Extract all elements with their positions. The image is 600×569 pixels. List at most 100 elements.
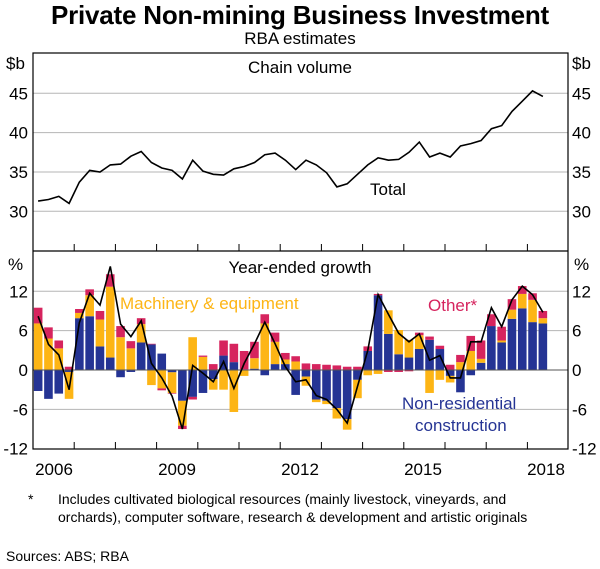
bar-nonres-construction xyxy=(105,357,115,370)
bar-other xyxy=(435,345,445,350)
bottom-panel-title: Year-ended growth xyxy=(228,258,371,277)
bar-nonres-construction xyxy=(466,370,476,376)
bar-machinery-equipment xyxy=(44,338,53,370)
bar-other xyxy=(250,341,259,359)
bar-other xyxy=(445,364,455,370)
chart-subtitle: RBA estimates xyxy=(244,29,356,48)
bar-nonres-construction xyxy=(44,370,53,399)
bottom-left-unit: % xyxy=(8,255,23,274)
bar-other xyxy=(332,365,342,370)
bar-machinery-equipment xyxy=(476,358,486,363)
bottom-right-unit: % xyxy=(574,255,589,274)
bar-other xyxy=(301,363,311,370)
bar-nonres-construction xyxy=(363,350,373,370)
bar-other xyxy=(507,299,517,310)
bar-machinery-equipment xyxy=(188,337,197,370)
bar-nonres-construction xyxy=(178,370,187,401)
bar-other xyxy=(291,356,300,362)
bar-machinery-equipment xyxy=(311,399,321,403)
bar-machinery-equipment xyxy=(250,358,259,369)
bar-nonres-construction xyxy=(208,370,218,380)
bar-other xyxy=(353,366,362,370)
bar-machinery-equipment xyxy=(198,356,208,370)
bar-other xyxy=(260,314,270,324)
bar-other xyxy=(342,366,352,370)
bottom-tick-left-12: 12 xyxy=(9,282,28,301)
top-panel-title: Chain volume xyxy=(248,58,352,77)
top-tick-left-35: 35 xyxy=(9,163,28,182)
bottom-tick-left-6: 6 xyxy=(19,322,28,341)
bar-machinery-equipment xyxy=(147,370,156,386)
bar-nonres-construction xyxy=(250,368,259,370)
bar-nonres-construction xyxy=(301,370,311,377)
bar-machinery-equipment xyxy=(507,309,517,319)
bottom-tick-right--6: -6 xyxy=(572,400,587,419)
bar-machinery-equipment xyxy=(219,370,228,390)
top-tick-left-45: 45 xyxy=(9,84,28,103)
bar-other xyxy=(54,340,64,349)
top-total-line xyxy=(37,89,544,205)
bar-other xyxy=(44,327,53,339)
bar-machinery-equipment xyxy=(167,372,177,393)
bottom-tick-labels: -12 -12 -6 -6 0 0 6 6 12 12 xyxy=(3,282,596,458)
bar-nonres-construction xyxy=(33,370,43,391)
bar-machinery-equipment xyxy=(239,370,249,376)
bar-nonres-construction xyxy=(54,370,64,394)
bar-nonres-construction xyxy=(528,322,537,370)
bar-machinery-equipment xyxy=(85,295,94,317)
bar-nonres-construction xyxy=(270,364,280,370)
bar-other xyxy=(208,364,218,370)
bar-other xyxy=(167,392,177,394)
x-label-2012: 2012 xyxy=(281,460,319,479)
stacked-bars xyxy=(33,274,548,430)
bar-other xyxy=(538,310,548,319)
bar-machinery-equipment xyxy=(445,375,455,383)
bottom-tick-left--6: -6 xyxy=(13,400,28,419)
bar-nonres-construction xyxy=(198,370,208,393)
sources-note: Sources: ABS; RBA xyxy=(6,548,129,564)
bottom-tick-left--12: -12 xyxy=(3,440,28,459)
bar-other xyxy=(528,293,537,300)
bar-nonres-construction xyxy=(95,346,105,370)
bar-machinery-equipment xyxy=(435,370,445,380)
bar-machinery-equipment xyxy=(363,370,373,376)
bar-other xyxy=(476,340,486,359)
footnote-text: Includes cultivated biological resources… xyxy=(58,491,528,525)
bar-nonres-construction xyxy=(384,333,393,370)
bar-nonres-construction xyxy=(404,357,414,370)
machinery-label: Machinery & equipment xyxy=(120,294,299,313)
bottom-tick-right-12: 12 xyxy=(572,282,591,301)
top-tick-right-45: 45 xyxy=(572,84,591,103)
bar-machinery-equipment xyxy=(33,323,43,370)
bar-machinery-equipment xyxy=(291,361,300,370)
bar-other xyxy=(311,364,321,370)
bar-machinery-equipment xyxy=(342,419,352,430)
top-series-label: Total xyxy=(370,180,406,199)
bar-machinery-equipment xyxy=(404,339,414,358)
bar-other xyxy=(281,352,290,360)
bottom-tick-right-0: 0 xyxy=(572,361,581,380)
bar-nonres-construction xyxy=(342,370,352,420)
bar-nonres-construction xyxy=(260,370,270,376)
bar-nonres-construction xyxy=(538,323,548,370)
bar-machinery-equipment xyxy=(105,286,115,358)
bar-nonres-construction xyxy=(456,370,465,393)
bar-nonres-construction xyxy=(167,370,177,373)
bottom-total-line xyxy=(37,266,544,430)
bar-other xyxy=(229,343,239,363)
bar-other xyxy=(270,332,280,342)
bar-machinery-equipment xyxy=(75,312,84,319)
bar-nonres-construction xyxy=(497,342,506,370)
footnote-marker: * xyxy=(28,491,34,507)
bar-machinery-equipment xyxy=(384,310,393,334)
bar-nonres-construction xyxy=(435,349,445,370)
bar-nonres-construction xyxy=(116,370,125,378)
bar-nonres-construction xyxy=(85,316,94,370)
bar-other xyxy=(404,370,414,372)
bar-machinery-equipment xyxy=(54,348,64,370)
bar-machinery-equipment xyxy=(425,370,434,393)
bar-machinery-equipment xyxy=(178,400,187,426)
bar-nonres-construction xyxy=(322,370,331,401)
top-panel-gridlines xyxy=(33,92,568,212)
top-tick-right-40: 40 xyxy=(572,124,591,143)
